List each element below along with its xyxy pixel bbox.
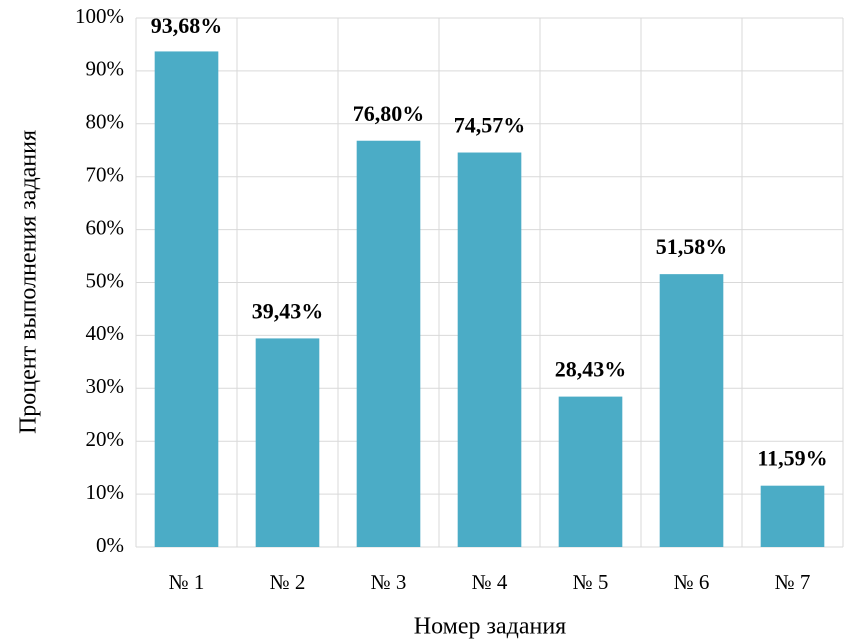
data-label: 93,68% xyxy=(151,13,223,38)
bar xyxy=(659,274,724,547)
y-tick-label: 60% xyxy=(86,215,125,239)
y-tick-label: 100% xyxy=(75,4,124,28)
y-tick-label: 70% xyxy=(86,163,125,187)
y-tick-label: 30% xyxy=(86,374,125,398)
y-axis-title: Процент выполнения задания xyxy=(16,130,42,434)
bar xyxy=(457,152,522,547)
bar xyxy=(356,140,421,547)
x-tick-label: № 3 xyxy=(371,570,407,594)
bar xyxy=(760,485,825,547)
x-tick-label: № 1 xyxy=(169,570,205,594)
y-tick-label: 20% xyxy=(86,427,125,451)
data-label: 76,80% xyxy=(353,101,425,126)
bar xyxy=(255,338,320,547)
data-label: 11,59% xyxy=(757,446,827,471)
x-axis-title: Номер задания xyxy=(414,614,566,640)
x-tick-label: № 4 xyxy=(472,570,508,594)
data-label: 74,57% xyxy=(454,113,526,138)
bar xyxy=(154,51,219,547)
y-tick-label: 0% xyxy=(96,533,124,557)
data-label: 51,58% xyxy=(656,234,728,259)
bar xyxy=(558,396,623,547)
x-tick-label: № 2 xyxy=(270,570,306,594)
y-tick-label: 90% xyxy=(86,57,125,81)
x-tick-label: № 5 xyxy=(573,570,609,594)
x-tick-label: № 7 xyxy=(775,570,811,594)
x-tick-label: № 6 xyxy=(674,570,710,594)
data-label: 39,43% xyxy=(252,298,324,323)
y-tick-label: 10% xyxy=(86,480,125,504)
y-tick-label: 50% xyxy=(86,268,125,292)
data-label: 28,43% xyxy=(555,357,627,382)
y-tick-label: 40% xyxy=(86,321,125,345)
y-tick-label: 80% xyxy=(86,110,125,134)
